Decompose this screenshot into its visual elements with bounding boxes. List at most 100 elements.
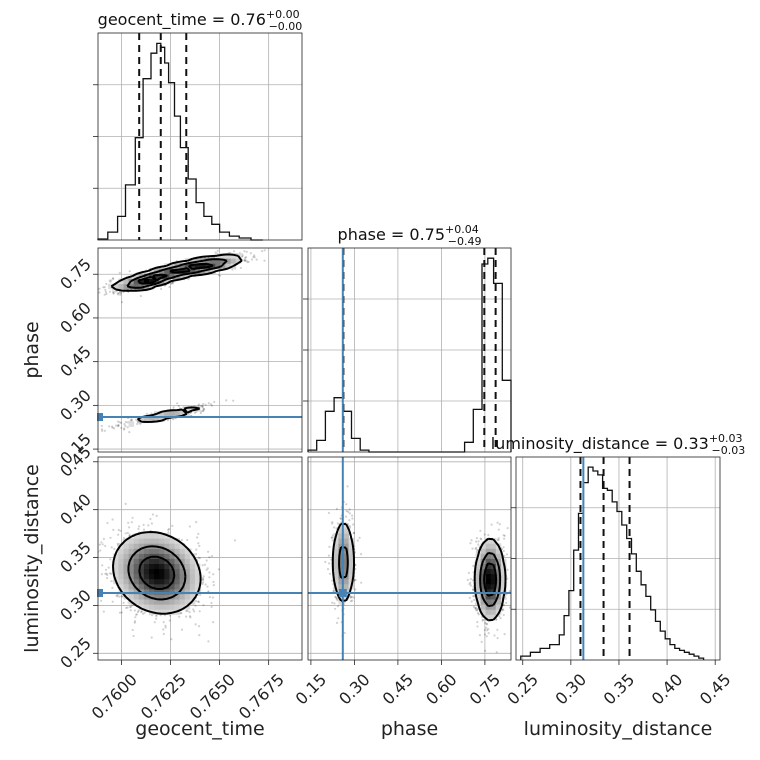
density-cell <box>159 594 165 600</box>
panel-frame <box>97 247 303 453</box>
density-cell <box>189 268 196 274</box>
sample-point <box>112 291 115 294</box>
density-cell <box>338 528 344 534</box>
density-cell <box>194 583 201 590</box>
sample-point <box>150 522 153 525</box>
sample-point <box>192 608 195 611</box>
sample-point <box>212 621 215 624</box>
sample-point <box>250 258 254 261</box>
density-cell <box>475 568 481 575</box>
density-cell <box>189 263 196 269</box>
panel-frame <box>97 32 303 241</box>
sample-point <box>349 600 353 603</box>
sample-point <box>208 576 211 579</box>
sample-point <box>142 612 145 615</box>
density-cell <box>184 558 191 564</box>
density-cell <box>118 578 124 585</box>
sample-point <box>354 578 357 582</box>
sample-point <box>472 595 475 598</box>
sample-point <box>117 424 120 427</box>
sample-point <box>106 576 109 580</box>
sample-point <box>332 589 335 593</box>
density-cell <box>123 278 129 285</box>
sample-point <box>326 568 330 571</box>
density-cell <box>343 558 349 564</box>
density-cell <box>220 253 226 259</box>
density-layer <box>108 253 507 620</box>
density-cell <box>143 553 150 559</box>
sample-point <box>206 585 209 588</box>
density-cell <box>490 614 497 620</box>
sample-point <box>471 579 474 582</box>
sample-point <box>107 566 110 569</box>
sample-point <box>493 634 496 637</box>
density-cell <box>164 553 170 559</box>
sample-point <box>178 615 181 618</box>
x-tick-label: 0.7650 <box>186 670 239 723</box>
density-cell <box>174 604 180 610</box>
sample-point <box>137 609 140 612</box>
density-cell <box>149 273 155 279</box>
title-value: luminosity_distance = 0.33 <box>491 434 709 454</box>
density-cell <box>149 558 155 564</box>
density-cell <box>485 548 492 554</box>
sample-point <box>101 429 104 432</box>
x-axis-label-luminosity_distance: luminosity_distance <box>524 718 713 740</box>
sample-point <box>172 406 175 409</box>
sample-point <box>333 602 336 605</box>
sample-point <box>170 638 173 641</box>
sample-point <box>136 420 139 423</box>
sample-point <box>169 614 172 617</box>
density-cell <box>143 538 150 544</box>
sample-point <box>197 600 200 603</box>
density-cell <box>159 553 165 559</box>
density-cell <box>138 283 145 290</box>
density-cell <box>174 558 180 564</box>
sample-point <box>108 290 112 293</box>
density-cell <box>154 573 160 580</box>
sample-point <box>113 547 116 551</box>
sample-point <box>126 421 129 424</box>
sample-point <box>168 527 171 531</box>
sample-point <box>502 613 505 617</box>
sample-point <box>123 423 126 426</box>
frame-layer <box>93 32 721 665</box>
sample-point <box>123 427 126 430</box>
sample-point <box>116 593 119 597</box>
sample-point <box>100 573 103 576</box>
y-axis-label-luminosity_distance: luminosity_distance <box>21 464 43 653</box>
sample-point <box>119 293 122 296</box>
sample-point <box>118 595 121 598</box>
density-cell <box>159 273 165 279</box>
sample-point <box>110 580 113 583</box>
sample-point <box>470 539 473 542</box>
density-cell <box>215 263 221 269</box>
sample-point <box>349 596 352 599</box>
density-cell <box>128 421 135 427</box>
sample-point <box>91 291 93 293</box>
sample-point <box>243 259 246 262</box>
sample-point <box>134 613 138 616</box>
density-cell <box>179 273 186 279</box>
density-cell <box>113 563 119 570</box>
sample-point <box>334 607 337 610</box>
sample-point <box>351 517 354 520</box>
sample-point <box>131 516 134 519</box>
density-cell <box>128 548 135 554</box>
sample-point <box>335 507 338 510</box>
density-cell <box>343 578 349 585</box>
density-cell <box>230 258 237 264</box>
density-cell <box>138 568 145 575</box>
density-cell <box>169 604 175 610</box>
density-cell <box>348 553 355 559</box>
sample-point <box>332 590 335 593</box>
sample-point <box>509 606 511 609</box>
sample-point <box>128 270 131 273</box>
density-cell <box>179 543 186 549</box>
density-cell <box>480 604 487 610</box>
sample-point <box>252 255 255 258</box>
density-cell <box>133 283 140 290</box>
x-axis-label-geocent_time: geocent_time <box>135 718 264 740</box>
density-cell <box>143 558 150 564</box>
